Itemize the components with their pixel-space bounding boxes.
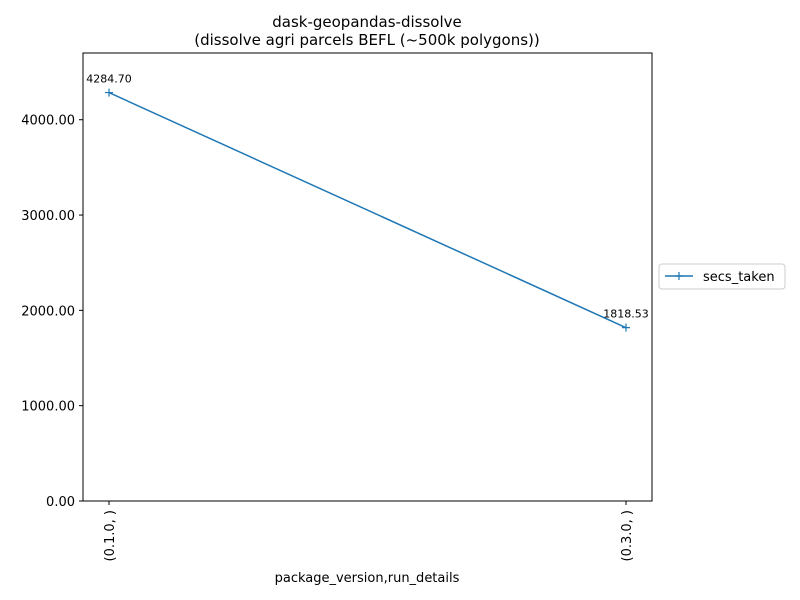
y-tick-label: 3000.00 xyxy=(21,209,75,224)
x-tick-label: (0.3.0, ) xyxy=(620,510,635,562)
legend: secs_taken xyxy=(658,263,786,290)
y-tick-label: 4000.00 xyxy=(21,114,75,129)
y-tick-label: 2000.00 xyxy=(21,304,75,319)
y-tick-label: 0.00 xyxy=(46,495,75,510)
data-label: 4284.70 xyxy=(86,73,132,86)
series-line-secs_taken xyxy=(108,91,627,329)
legend-box xyxy=(658,263,786,290)
data-point xyxy=(622,323,630,332)
legend-label-secs-taken: secs_taken xyxy=(703,270,775,285)
chart-title: dask-geopandas-dissolve xyxy=(272,13,462,31)
y-axis: 0.00 1000.00 2000.00 3000.00 4000.00 xyxy=(21,114,83,510)
y-tick-label: 1000.00 xyxy=(21,400,75,415)
data-point xyxy=(105,88,113,97)
x-tick-label: (0.1.0, ) xyxy=(103,510,118,562)
legend-marker xyxy=(675,272,683,280)
data-label: 1818.53 xyxy=(603,308,649,321)
plot-frame xyxy=(82,52,653,502)
chart-subtitle: (dissolve agri parcels BEFL (~500k polyg… xyxy=(194,31,539,49)
series-layer: 4284.70 1818.53 xyxy=(86,73,649,332)
x-axis-label: package_version,run_details xyxy=(275,571,460,586)
x-axis: (0.1.0, ) (0.3.0, ) xyxy=(103,501,635,562)
